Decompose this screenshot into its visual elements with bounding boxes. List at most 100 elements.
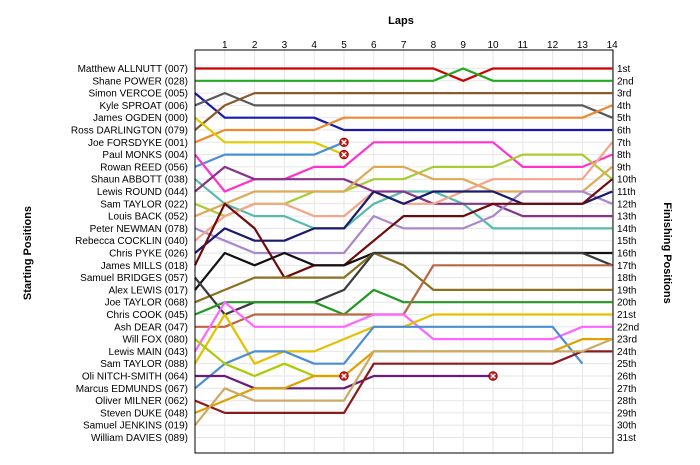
x-tick-label: 14 (607, 40, 619, 51)
retirement-marker (339, 371, 349, 381)
finish-label: 21st (617, 310, 636, 321)
finish-label: 22nd (617, 322, 639, 333)
finish-label: 18th (617, 273, 636, 284)
series-line-5 (194, 91, 613, 119)
start-label: Alex LEWIS (017) (109, 285, 188, 296)
series-line-30 (194, 338, 613, 426)
x-tick-label: 7 (401, 40, 407, 51)
x-tick-label: 8 (431, 40, 437, 51)
finish-label: 14th (617, 224, 636, 235)
chart-title: Laps (388, 15, 414, 27)
x-tick-label: 2 (252, 40, 258, 51)
start-label: Oli NITCH-SMITH (064) (82, 372, 188, 383)
series-line-8 (194, 141, 345, 168)
series-line-12 (194, 165, 613, 218)
start-label: Simon VERCOE (005) (89, 89, 188, 100)
start-label: Steven DUKE (048) (100, 408, 188, 419)
finish-label: 9th (617, 162, 631, 173)
start-label: Rowan REED (056) (100, 162, 188, 173)
series-lines (194, 67, 614, 426)
finish-label: 19th (617, 285, 636, 296)
start-label: Oliver MILNER (062) (95, 396, 188, 407)
y-axis-label-left: Starting Positions (22, 206, 34, 300)
series-line-14 (194, 190, 613, 255)
start-label: Sam TAYLOR (088) (100, 359, 188, 370)
finish-label: 29th (617, 408, 636, 419)
x-tick-label: 10 (487, 40, 499, 51)
finish-label: 25th (617, 359, 636, 370)
start-label: Chris PYKE (026) (109, 249, 188, 260)
start-label: Samuel BRIDGES (057) (80, 273, 188, 284)
finish-label: 6th (617, 126, 631, 137)
finish-label: 4th (617, 101, 631, 112)
series-line-23 (194, 301, 613, 352)
start-position-labels: Matthew ALLNUTT (007)Shane POWER (028) Si… (71, 64, 188, 444)
finish-label: 26th (617, 372, 636, 383)
series-line-21 (194, 288, 613, 316)
start-label: Shane POWER (028) (92, 76, 188, 87)
finish-label: 31st (617, 433, 636, 444)
start-label: Sam TAYLOR (022) (100, 199, 188, 210)
start-label: Will FOX (080) (122, 335, 188, 346)
start-label: Louis BACK (052) (108, 212, 188, 223)
series-line-7 (194, 116, 345, 156)
x-tick-label: 3 (282, 40, 288, 51)
start-label: Marcus EDMUNDS (067) (76, 384, 188, 395)
finish-label: 30th (617, 421, 636, 432)
x-tick-label: 13 (577, 40, 589, 51)
start-label: Joe FORSDYKE (001) (88, 138, 188, 149)
retirement-marker (488, 371, 498, 381)
series-line-1 (195, 67, 613, 82)
series-line-19 (194, 251, 613, 304)
finish-label: 24th (617, 347, 636, 358)
series-line-6 (194, 104, 613, 144)
plot-frame (194, 49, 614, 454)
finish-label: 3rd (617, 89, 631, 100)
finish-label: 20th (617, 298, 636, 309)
series-line-2 (195, 67, 613, 82)
finish-label: 5th (617, 113, 631, 124)
start-label: Rebecca COCKLIN (040) (75, 236, 188, 247)
start-label: Ash DEAR (047) (114, 322, 188, 333)
x-tick-label: 5 (341, 40, 347, 51)
y-axis-label-right: Finishing Positions (661, 202, 673, 303)
start-label: Lewis MAIN (043) (109, 347, 188, 358)
start-label: Peter NEWMAN (078) (90, 224, 188, 235)
start-label: James MILLS (018) (101, 261, 188, 272)
x-tick-label: 12 (547, 40, 559, 51)
finish-label: 16th (617, 249, 636, 260)
start-label: William DAVIES (089) (91, 433, 188, 444)
x-tick-label: 11 (518, 40, 529, 51)
x-tick-label: 9 (460, 40, 466, 51)
retirement-marker (339, 149, 349, 160)
series-line-27 (195, 374, 493, 390)
series-line-17 (194, 178, 613, 279)
start-label: Samuel JENKINS (019) (83, 421, 188, 432)
finish-label: 8th (617, 150, 631, 161)
retirement-marker (339, 137, 349, 148)
start-label: Shaun ABBOTT (038) (91, 175, 188, 186)
start-label: Kyle SPROAT (006) (99, 101, 188, 112)
start-label: Paul MONKS (004) (102, 150, 188, 161)
finish-label: 28th (617, 396, 636, 407)
finish-label: 17th (617, 261, 636, 272)
finish-label: 7th (617, 138, 631, 149)
series-line-3 (194, 92, 613, 132)
x-tick-label: 4 (311, 40, 317, 51)
start-label: Chris COOK (045) (106, 310, 188, 321)
start-label: Joe TAYLOR (068) (105, 298, 188, 309)
finish-label: 2nd (617, 76, 634, 87)
finish-label: 12th (617, 199, 636, 210)
series-line-4 (194, 91, 613, 131)
finish-label: 11th (617, 187, 636, 198)
start-label: Ross DARLINGTON (079) (71, 126, 188, 137)
retirement-markers (339, 137, 498, 381)
series-line-25 (194, 325, 584, 390)
finish-label: 27th (617, 384, 636, 395)
start-label: Lewis ROUND (044) (97, 187, 188, 198)
finish-label: 10th (617, 175, 636, 186)
finish-label: 13th (617, 212, 636, 223)
finish-label: 1st (617, 64, 631, 75)
